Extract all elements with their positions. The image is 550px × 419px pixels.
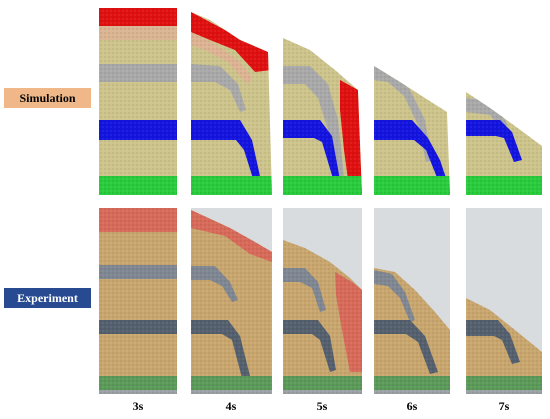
experiment-panel-4s bbox=[191, 208, 272, 394]
simulation-panel-3s bbox=[99, 8, 177, 195]
simulation-row-label: Simulation bbox=[4, 88, 91, 108]
simulation-panel-6s bbox=[374, 66, 450, 195]
simulation-panel-7s bbox=[466, 92, 542, 195]
time-label-3s: 3s bbox=[132, 399, 144, 413]
experiment-row-label: Experiment bbox=[4, 288, 91, 308]
simulation-panel-5s bbox=[283, 38, 362, 195]
time-label-7s: 7s bbox=[498, 399, 510, 413]
experiment-panel-3s bbox=[99, 208, 177, 394]
time-label-4s: 4s bbox=[225, 399, 237, 413]
time-label-5s: 5s bbox=[316, 399, 328, 413]
experiment-panel-7s bbox=[466, 208, 542, 394]
simulation-panel-4s bbox=[191, 12, 272, 195]
time-label-6s: 6s bbox=[406, 399, 418, 413]
experiment-panel-6s bbox=[374, 208, 450, 394]
experiment-panel-5s bbox=[283, 208, 362, 394]
